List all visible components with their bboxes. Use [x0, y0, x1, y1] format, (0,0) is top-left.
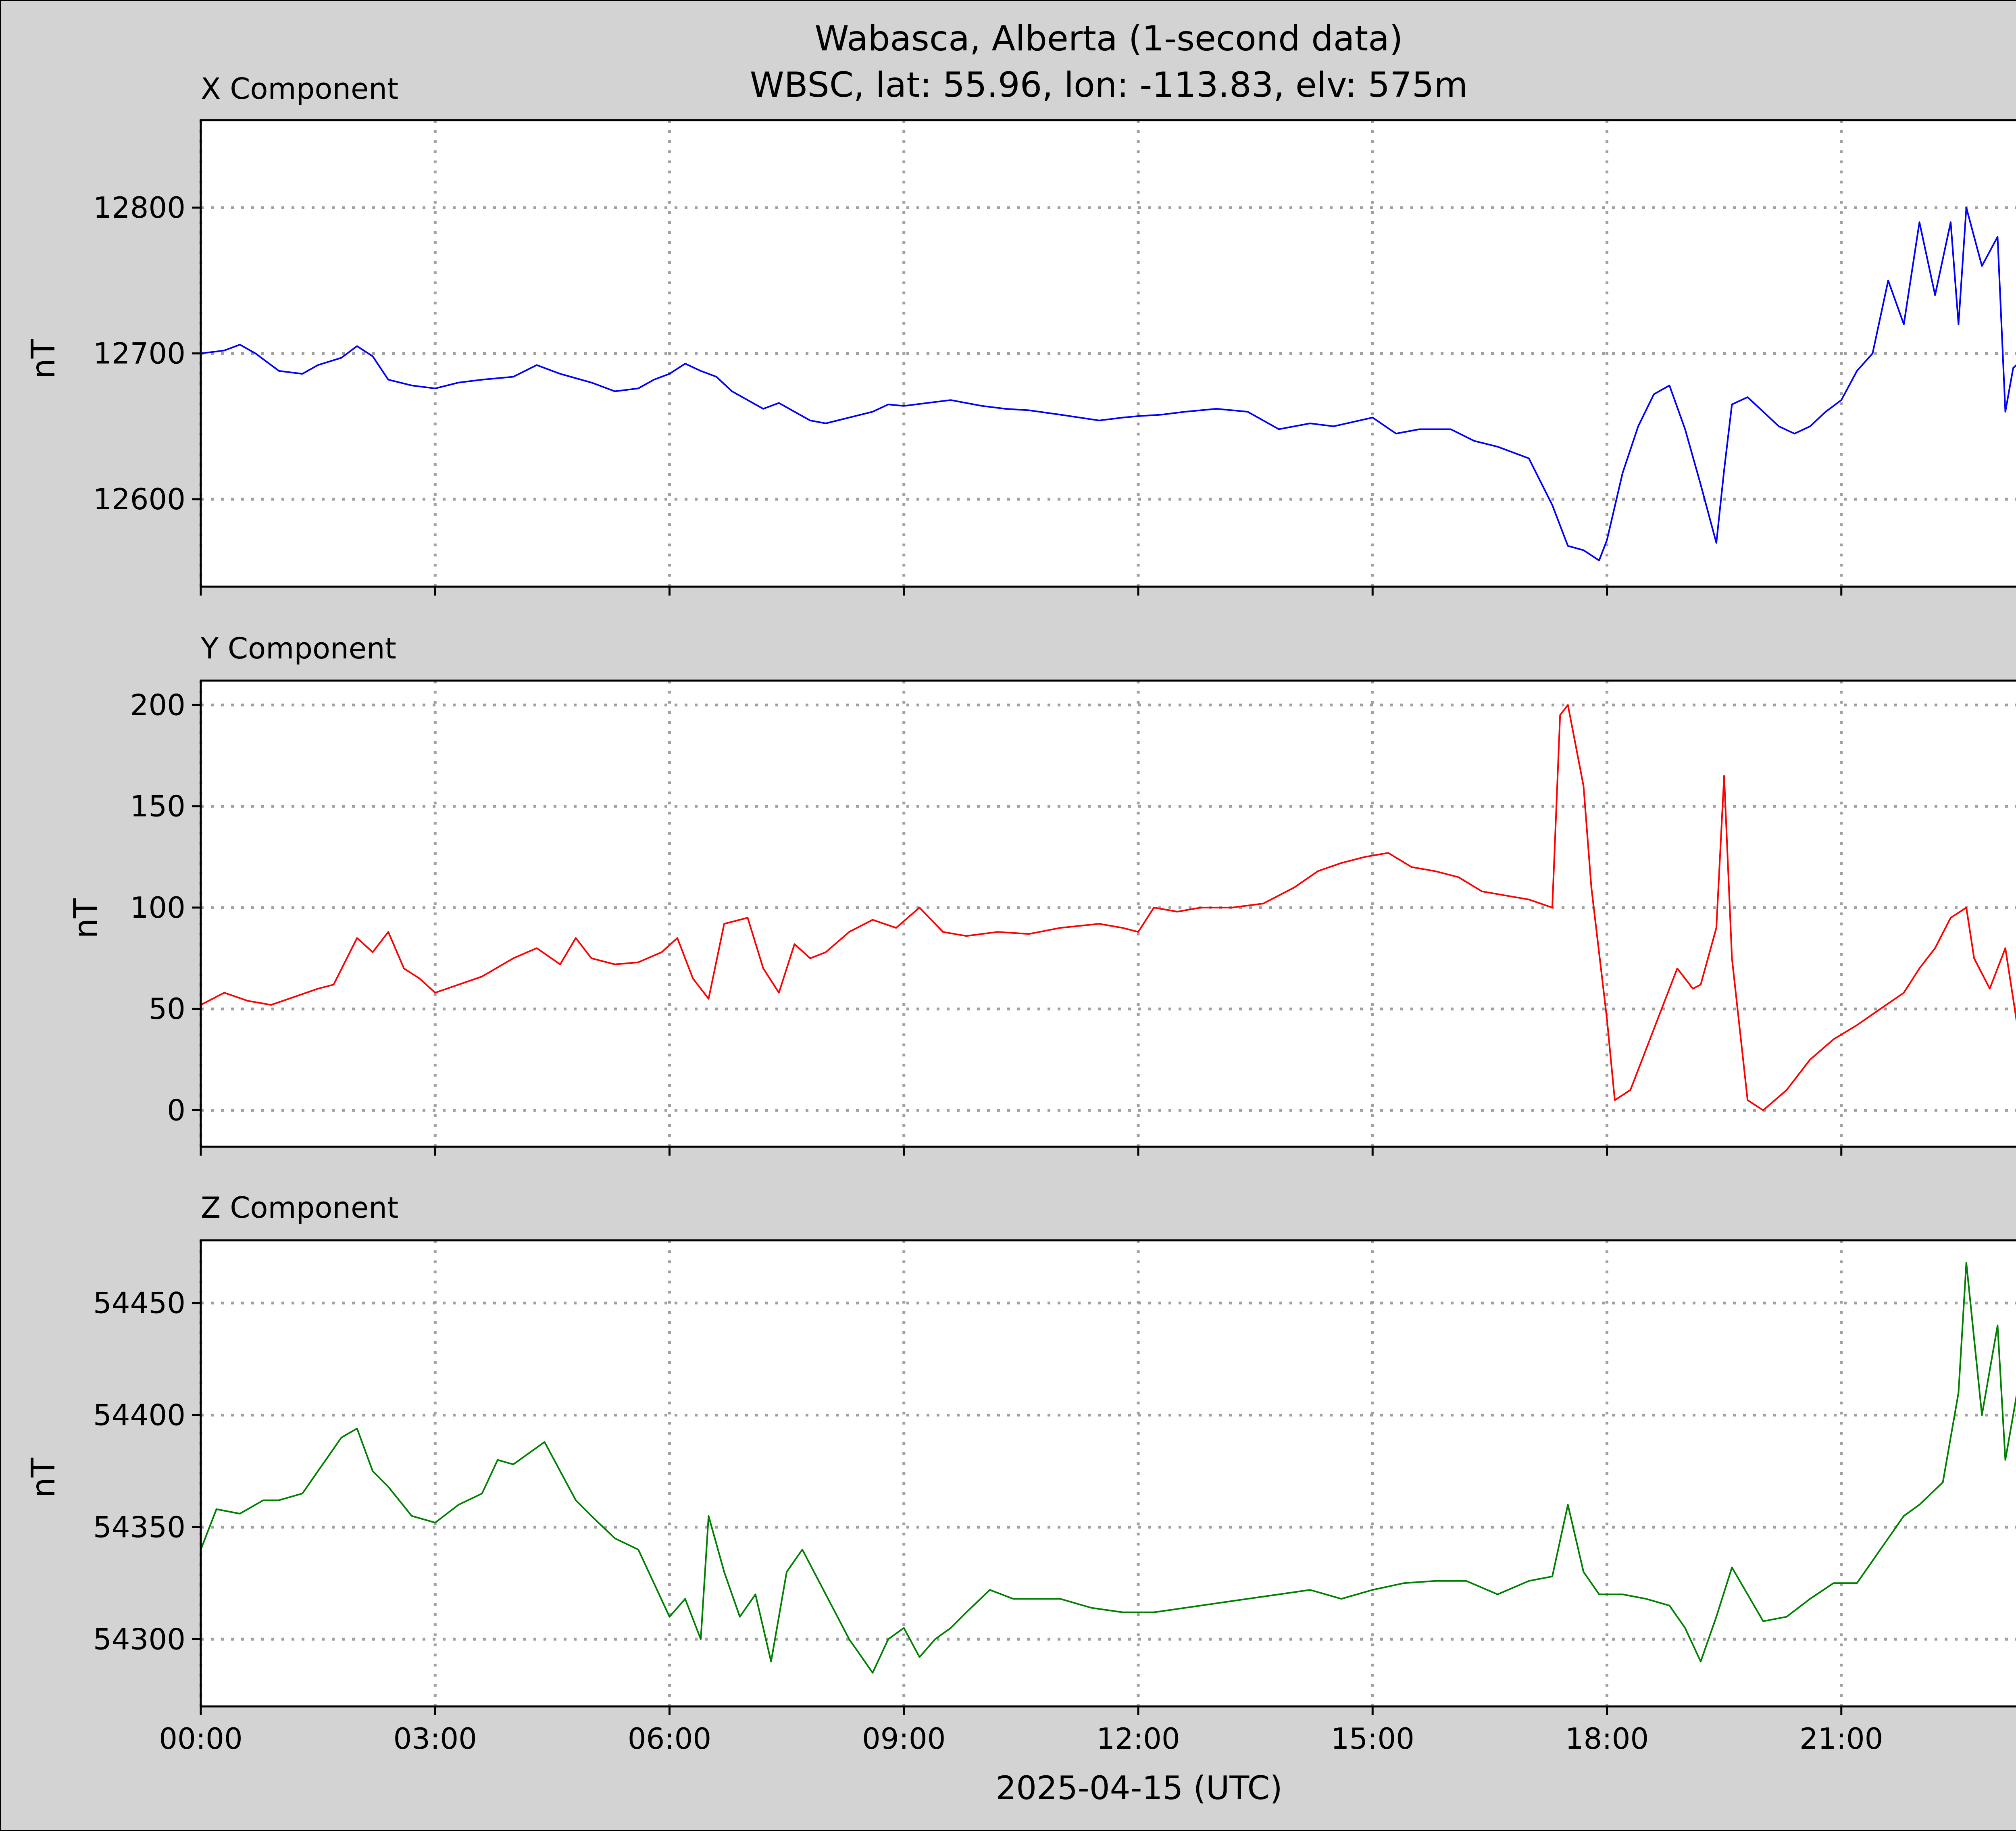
figure-title-line2: WBSC, lat: 55.96, lon: -113.83, elv: 575… [750, 65, 1468, 105]
panel-y: Y Component nT 0 50 100 150 200 [67, 631, 2016, 1156]
panel-y-frame [200, 679, 2016, 1148]
xtick-label: 15:00 [1331, 1722, 1415, 1756]
panel-y-title: Y Component [200, 631, 396, 665]
panel-y-ytick-label: 200 [130, 688, 185, 722]
panel-x: X Component nT 12600 12700 12800 [25, 72, 2016, 596]
panel-x-ytick-label: 12700 [93, 337, 185, 371]
panel-y-ytick-label: 0 [167, 1094, 185, 1127]
panel-z-ylabel: nT [25, 1457, 62, 1498]
panel-y-ylabel: nT [67, 898, 104, 939]
panel-z-ytick-label: 54450 [93, 1286, 185, 1320]
panel-x-frame [200, 119, 2016, 588]
panel-z-plot-area [201, 1240, 2016, 1706]
panel-z-title: Z Component [201, 1191, 398, 1225]
xtick-label: 09:00 [862, 1722, 946, 1756]
xtick-label: 06:00 [628, 1722, 712, 1756]
figure-title-line1: Wabasca, Alberta (1-second data) [815, 19, 1403, 59]
panel-x-ylabel: nT [25, 338, 62, 379]
panel-z-ytick-label: 54300 [93, 1622, 185, 1656]
panel-z: Z Component nT 00:00 03:00 06:00 09:00 12:00… [25, 1191, 2016, 1756]
x-axis-label: 2025-04-15 (UTC) [996, 1769, 1282, 1807]
panel-z-series-line [200, 1262, 2016, 1674]
xtick-label: 18:00 [1565, 1722, 1649, 1756]
panel-y-series-line [200, 704, 2016, 1111]
panel-z-frame [200, 1239, 2016, 1708]
panel-z-ytick-label: 54400 [93, 1398, 185, 1432]
xtick-label: 21:00 [1799, 1722, 1883, 1756]
panel-x-series-line [200, 206, 2016, 561]
panel-y-ytick-label: 100 [130, 891, 185, 925]
xtick-label: 12:00 [1096, 1722, 1180, 1756]
panel-z-ytick-label: 54350 [93, 1510, 185, 1544]
panel-x-ytick-label: 12600 [93, 482, 185, 516]
panel-x-title: X Component [201, 72, 398, 106]
panel-y-ytick-label: 50 [148, 992, 185, 1026]
panel-y-ytick-label: 150 [130, 789, 185, 823]
xtick-label: 03:00 [394, 1722, 477, 1756]
xtick-label: 00:00 [159, 1722, 243, 1756]
panel-x-ytick-label: 12800 [93, 191, 185, 225]
panel-y-plot-area [201, 681, 2016, 1147]
